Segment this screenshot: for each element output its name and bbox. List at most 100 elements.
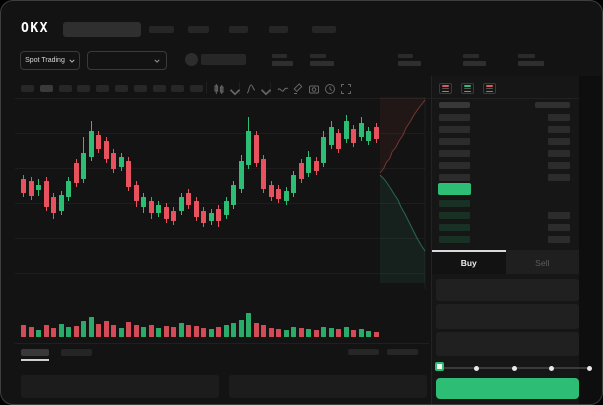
buy-submit-button[interactable]	[436, 378, 579, 399]
timeframe-button[interactable]	[21, 85, 34, 92]
candle	[51, 197, 56, 213]
nav-item-placeholder[interactable]	[188, 26, 209, 33]
timeframe-button[interactable]	[77, 85, 91, 92]
tab-buy[interactable]: Buy	[432, 250, 506, 274]
chevron-down-icon[interactable]	[260, 86, 272, 98]
slider-stop-dot[interactable]	[586, 365, 592, 371]
gridline	[15, 133, 425, 134]
ask-row[interactable]	[439, 126, 470, 133]
book-bids-icon[interactable]	[461, 83, 474, 94]
amount-slider-handle[interactable]	[435, 362, 444, 371]
volume-bar	[118, 328, 124, 337]
volume-bar	[21, 325, 26, 337]
candle	[133, 185, 139, 201]
orderbook-price-header	[439, 102, 470, 108]
candle	[313, 161, 319, 171]
orders-tab[interactable]	[61, 349, 92, 356]
ask-amount[interactable]	[548, 126, 570, 133]
timeframe-button[interactable]	[115, 85, 128, 92]
ask-amount[interactable]	[548, 150, 570, 157]
timeframe-button[interactable]	[171, 85, 185, 92]
tab-sell[interactable]: Sell	[505, 250, 579, 274]
bid-amount[interactable]	[548, 224, 570, 231]
bid-row[interactable]	[439, 200, 470, 207]
slider-stop-dot[interactable]	[474, 365, 479, 371]
slider-stop-dot[interactable]	[511, 365, 517, 371]
market-type-label: Spot Trading	[25, 57, 65, 64]
trade-side-panel: Buy Sell	[431, 76, 602, 404]
candle	[171, 211, 176, 221]
volume-bar	[283, 330, 289, 337]
nav-item-placeholder[interactable]	[269, 26, 288, 33]
stat-label-placeholder	[310, 54, 326, 58]
candle	[201, 211, 206, 223]
ask-amount[interactable]	[548, 114, 570, 121]
volume-bar	[103, 321, 109, 337]
volume-bar	[73, 326, 79, 337]
ask-row[interactable]	[439, 162, 470, 169]
ask-amount[interactable]	[548, 162, 570, 169]
gridline	[15, 203, 425, 204]
timeframe-button[interactable]	[58, 85, 72, 92]
candle	[336, 133, 341, 149]
timeframe-button[interactable]	[133, 85, 147, 92]
orders-toolbar-button[interactable]	[387, 349, 418, 355]
gridline	[15, 273, 425, 274]
market-type-dropdown[interactable]: Spot Trading	[20, 51, 80, 70]
book-all-icon[interactable]	[439, 83, 452, 94]
indicators-icon[interactable]	[245, 83, 257, 95]
candle	[58, 195, 64, 211]
ask-row[interactable]	[439, 150, 470, 157]
fullscreen-icon[interactable]	[340, 83, 352, 95]
candle	[268, 185, 274, 197]
camera-icon[interactable]	[308, 83, 320, 95]
candle	[43, 181, 49, 207]
nav-item-placeholder[interactable]	[229, 26, 248, 33]
slider-stop-dot[interactable]	[549, 365, 554, 371]
ask-row[interactable]	[439, 174, 470, 181]
timeframe-button[interactable]	[152, 85, 166, 92]
ask-row[interactable]	[439, 114, 470, 121]
orders-toolbar-button[interactable]	[348, 349, 379, 355]
nav-item-placeholder[interactable]	[149, 26, 174, 33]
bid-amount[interactable]	[548, 212, 570, 219]
ask-amount[interactable]	[548, 174, 570, 181]
okx-logo[interactable]: OKX	[21, 21, 49, 36]
volume-bar	[373, 332, 379, 337]
bid-amount[interactable]	[548, 236, 570, 243]
last-price-badge[interactable]	[438, 183, 471, 195]
history-icon[interactable]	[324, 83, 336, 95]
search-input[interactable]	[63, 22, 141, 37]
timeframe-button[interactable]	[190, 85, 204, 92]
timeframe-button[interactable]	[96, 85, 110, 92]
volume-bar	[358, 329, 364, 337]
stat-label-placeholder	[398, 54, 413, 58]
line-tool-icon[interactable]	[277, 83, 289, 95]
volume-bar	[126, 322, 131, 337]
depth-profile	[379, 97, 426, 289]
total-input[interactable]	[436, 332, 579, 356]
timeframe-button[interactable]	[39, 85, 53, 92]
bid-row[interactable]	[439, 236, 470, 243]
pair-selector-dropdown[interactable]	[87, 51, 167, 70]
book-asks-icon[interactable]	[483, 83, 496, 94]
ask-row[interactable]	[439, 138, 470, 145]
candle	[193, 201, 199, 217]
price-input[interactable]	[436, 279, 579, 301]
bid-row[interactable]	[439, 212, 470, 219]
candle	[36, 185, 41, 190]
candlestick-chart[interactable]	[15, 101, 379, 297]
orderbook-amount-header	[535, 102, 570, 108]
candle-style-icon[interactable]	[213, 83, 225, 95]
draw-tool-icon[interactable]	[292, 83, 304, 95]
bid-row[interactable]	[439, 224, 470, 231]
chevron-down-icon[interactable]	[229, 86, 241, 98]
amount-input[interactable]	[436, 304, 579, 329]
orders-tab[interactable]	[21, 349, 49, 356]
ask-amount[interactable]	[548, 138, 570, 145]
candle	[231, 185, 236, 205]
volume-bar	[186, 325, 191, 337]
candle	[208, 213, 214, 221]
volume-bar	[201, 328, 206, 337]
nav-item-placeholder[interactable]	[312, 26, 336, 33]
